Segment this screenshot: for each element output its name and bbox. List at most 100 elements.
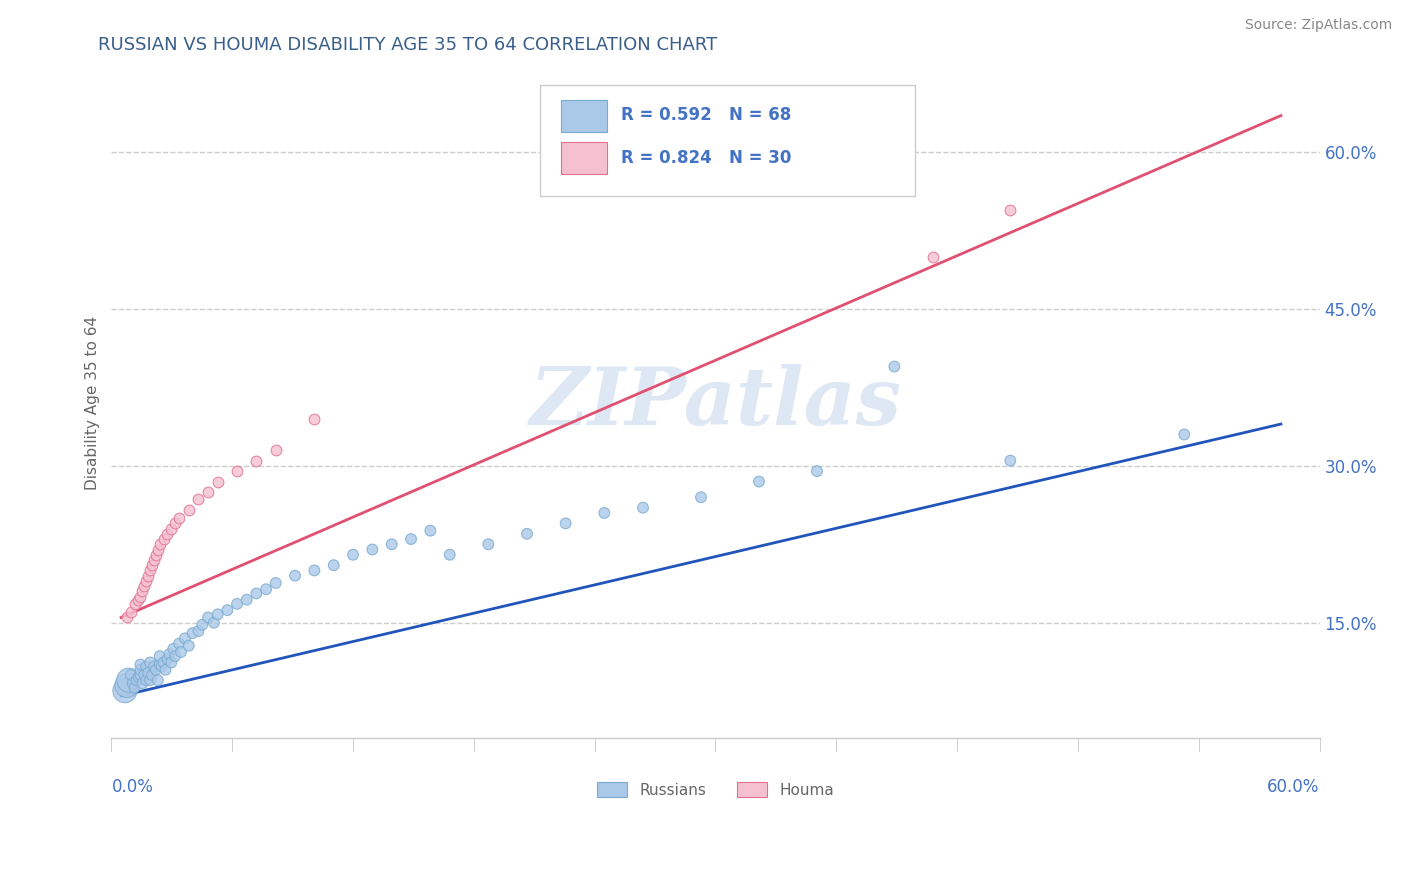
Point — [125, 673, 148, 688]
Point — [690, 490, 713, 504]
Point — [115, 678, 138, 692]
Point — [155, 663, 177, 677]
Point — [165, 649, 187, 664]
Point — [156, 652, 179, 666]
Point — [141, 558, 163, 573]
Text: 60.0%: 60.0% — [1267, 778, 1320, 796]
Point — [139, 673, 162, 688]
Point — [187, 492, 209, 507]
Point — [284, 568, 307, 582]
Point — [129, 657, 152, 672]
Point — [135, 574, 157, 588]
Point — [304, 412, 326, 426]
Point — [157, 647, 180, 661]
Point — [922, 250, 945, 264]
Point — [139, 563, 162, 577]
Point — [207, 475, 229, 489]
Point — [114, 683, 136, 698]
Text: ZIPatlas: ZIPatlas — [530, 364, 901, 442]
Point — [202, 615, 225, 630]
Point — [173, 632, 195, 646]
Point — [197, 485, 219, 500]
Point — [226, 464, 249, 478]
FancyBboxPatch shape — [540, 86, 915, 195]
Point — [342, 548, 364, 562]
Point — [361, 542, 384, 557]
Point — [129, 668, 152, 682]
Point — [1000, 202, 1022, 217]
Text: 0.0%: 0.0% — [111, 778, 153, 796]
Point — [145, 663, 167, 677]
Point — [1000, 453, 1022, 467]
Point — [207, 607, 229, 622]
FancyBboxPatch shape — [561, 142, 607, 174]
Point — [264, 443, 287, 458]
Point — [115, 610, 138, 624]
Point — [131, 584, 153, 599]
Point — [477, 537, 499, 551]
Point — [1173, 427, 1195, 442]
Legend: Russians, Houma: Russians, Houma — [591, 775, 841, 804]
Point — [181, 626, 204, 640]
Point — [146, 542, 169, 557]
Point — [139, 656, 162, 670]
Point — [146, 673, 169, 688]
Point — [167, 511, 190, 525]
Point — [191, 617, 214, 632]
Point — [226, 597, 249, 611]
Point — [264, 576, 287, 591]
Point — [217, 603, 239, 617]
Point — [165, 516, 187, 531]
Point — [235, 592, 257, 607]
Point — [152, 532, 174, 546]
Point — [135, 673, 157, 688]
Text: Source: ZipAtlas.com: Source: ZipAtlas.com — [1244, 18, 1392, 32]
Point — [124, 681, 146, 695]
Point — [419, 524, 441, 538]
Point — [127, 592, 149, 607]
Point — [129, 590, 152, 604]
Point — [142, 553, 165, 567]
Point — [245, 586, 267, 600]
Point — [516, 526, 538, 541]
Point — [304, 563, 326, 577]
Y-axis label: Disability Age 35 to 64: Disability Age 35 to 64 — [86, 316, 100, 491]
Point — [129, 663, 152, 677]
Point — [141, 668, 163, 682]
Point — [806, 464, 828, 478]
Point — [142, 659, 165, 673]
Point — [554, 516, 576, 531]
Point — [160, 522, 183, 536]
Point — [381, 537, 404, 551]
Point — [156, 526, 179, 541]
Point — [127, 670, 149, 684]
Point — [593, 506, 616, 520]
Point — [152, 656, 174, 670]
Text: R = 0.592   N = 68: R = 0.592 N = 68 — [621, 106, 792, 124]
Point — [254, 582, 277, 597]
Point — [177, 503, 200, 517]
Point — [170, 645, 193, 659]
Point — [121, 676, 143, 690]
Point — [167, 637, 190, 651]
Point — [399, 532, 422, 546]
Point — [120, 605, 142, 619]
Point — [439, 548, 461, 562]
FancyBboxPatch shape — [561, 100, 607, 132]
Point — [149, 657, 172, 672]
Point — [245, 453, 267, 467]
Point — [134, 668, 156, 682]
Point — [177, 639, 200, 653]
Point — [631, 500, 654, 515]
Point — [124, 597, 146, 611]
Point — [136, 568, 159, 582]
Point — [322, 558, 344, 573]
Text: R = 0.824   N = 30: R = 0.824 N = 30 — [621, 149, 792, 167]
Point — [120, 668, 142, 682]
Point — [150, 659, 173, 673]
Point — [135, 659, 157, 673]
Point — [883, 359, 905, 374]
Point — [197, 610, 219, 624]
Point — [748, 475, 770, 489]
Point — [149, 649, 172, 664]
